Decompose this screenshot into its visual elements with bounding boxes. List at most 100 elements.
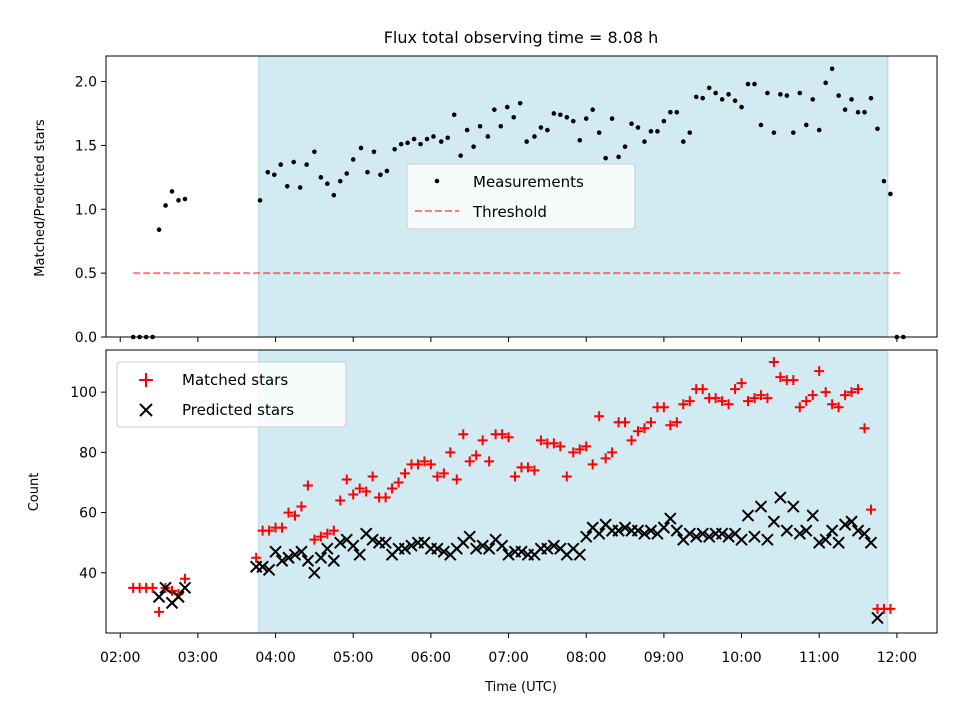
measurement-point <box>590 107 595 112</box>
measurement-point <box>622 144 628 149</box>
predicted-star-point <box>864 536 878 549</box>
measurement-point <box>752 81 757 87</box>
measurement-point <box>257 198 263 203</box>
matched-star-point <box>814 366 825 377</box>
x-tick-label: 06:00 <box>411 650 451 666</box>
ratio-panel: 0.0 0.5 1.0 1.5 2.0 <box>75 55 938 346</box>
measurement-point <box>745 81 751 87</box>
measurement-point <box>451 112 457 118</box>
bottom-ylabel: Count <box>27 473 42 512</box>
y-tick-label: 0.0 <box>75 330 97 346</box>
measurement-point <box>504 104 510 110</box>
top-ylabel: Matched/Predicted stars <box>33 119 48 277</box>
measurement-point <box>438 139 444 144</box>
matched-star-point <box>309 534 320 545</box>
predicted-star-point <box>295 545 308 558</box>
measurement-point <box>176 198 181 203</box>
measurement-point <box>358 145 364 151</box>
measurement-point <box>765 90 770 96</box>
measurement-point <box>616 154 621 160</box>
predicted-star-point <box>308 566 321 579</box>
matched-star-point <box>277 522 288 533</box>
predicted-star-point <box>683 527 696 540</box>
y-tick-label: 40 <box>79 566 97 582</box>
measurement-point <box>545 127 550 133</box>
predicted-star-point <box>172 590 185 604</box>
matched-star-point <box>885 603 896 614</box>
predicted-star-point <box>463 530 476 543</box>
measurement-point <box>596 130 602 135</box>
x-tick-label: 04:00 <box>255 650 295 666</box>
predicted-star-point <box>657 521 671 534</box>
matched-star-point <box>179 573 190 584</box>
matched-star-point <box>471 450 482 461</box>
matched-star-point <box>581 441 592 452</box>
measurement-point <box>583 116 589 121</box>
measurement-point <box>445 135 451 141</box>
matched-star-point <box>561 471 572 482</box>
predicted-star-point <box>735 533 748 546</box>
measurement-point <box>888 191 893 197</box>
matched-star-point <box>477 435 488 446</box>
predicted-star-point <box>398 542 412 555</box>
measurement-point <box>778 92 783 97</box>
measurement-point <box>485 134 491 139</box>
legend-threshold-label: Threshold <box>472 203 547 221</box>
measurement-point <box>350 157 356 162</box>
matched-star-point <box>620 417 631 428</box>
matched-star-point <box>548 438 559 449</box>
predicted-star-point <box>690 530 703 543</box>
matched-star-point <box>451 474 462 485</box>
matched-star-point <box>717 396 728 407</box>
matched-star-point <box>632 426 643 437</box>
matched-star-point <box>665 420 676 431</box>
predicted-star-point <box>748 530 761 543</box>
measurement-point <box>726 92 731 97</box>
matched-star-point <box>289 510 300 521</box>
predicted-star-point <box>702 530 716 543</box>
predicted-star-point <box>347 539 360 552</box>
predicted-star-point <box>819 533 832 546</box>
matched-star-point <box>419 456 430 467</box>
predicted-star-point <box>321 542 334 555</box>
measurement-point <box>477 123 483 129</box>
measurement-point <box>791 130 796 135</box>
measurement-point <box>816 127 822 133</box>
predicted-star-point <box>469 542 483 555</box>
measurement-point <box>680 139 686 144</box>
measurement-point <box>312 149 317 155</box>
measurement-point <box>284 183 290 189</box>
predicted-star-point <box>670 524 684 537</box>
predicted-star-point <box>838 518 852 531</box>
matched-star-point <box>853 384 864 395</box>
measurement-point <box>842 107 848 112</box>
x-tick-label: 08:00 <box>566 650 606 666</box>
y-tick-label: 0.5 <box>75 266 97 282</box>
matched-star-point <box>154 606 165 617</box>
measurement-point <box>524 139 529 144</box>
matched-star-point <box>296 501 307 512</box>
predicted-star-point <box>379 536 392 549</box>
measurement-point <box>603 155 608 161</box>
matched-star-point <box>283 507 294 518</box>
legend-measurements-label: Measurements <box>473 173 584 191</box>
measurement-point <box>365 169 370 175</box>
measurement-point <box>868 95 874 101</box>
predicted-star-point <box>353 548 366 561</box>
matched-star-point <box>639 423 650 434</box>
matched-star-point <box>749 393 760 404</box>
matched-star-point <box>607 447 618 458</box>
predicted-star-point <box>800 524 813 537</box>
predicted-star-point <box>774 491 787 504</box>
measurement-point <box>384 168 390 174</box>
measurement-point <box>458 153 463 158</box>
x-tick-label: 12:00 <box>877 650 917 666</box>
matched-star-point <box>658 402 669 413</box>
matched-star-point <box>568 447 579 458</box>
measurement-point <box>538 125 544 130</box>
legend-predicted-marker <box>139 403 153 417</box>
predicted-star-point <box>275 554 289 567</box>
measurement-point <box>511 115 517 120</box>
measurement-point <box>156 227 162 233</box>
matched-star-point <box>458 429 469 440</box>
